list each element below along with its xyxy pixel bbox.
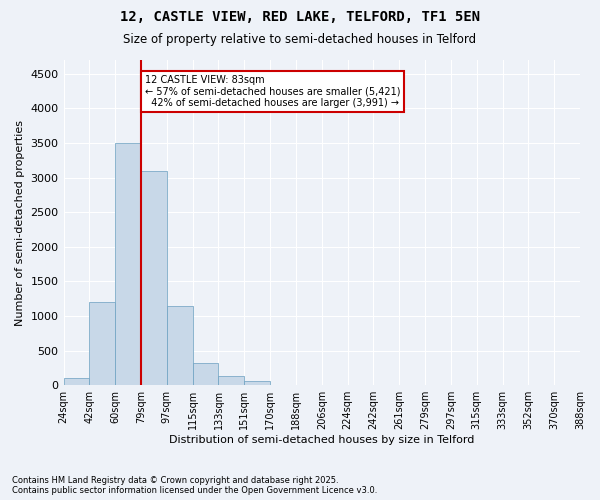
Y-axis label: Number of semi-detached properties: Number of semi-detached properties (15, 120, 25, 326)
X-axis label: Distribution of semi-detached houses by size in Telford: Distribution of semi-detached houses by … (169, 435, 475, 445)
Text: 12 CASTLE VIEW: 83sqm
← 57% of semi-detached houses are smaller (5,421)
  42% of: 12 CASTLE VIEW: 83sqm ← 57% of semi-deta… (145, 75, 400, 108)
Bar (141, 170, 167, 385)
Bar (193, 363, 218, 385)
Text: Contains public sector information licensed under the Open Government Licence v3: Contains public sector information licen… (12, 486, 377, 495)
Bar (115, 143, 141, 385)
Text: 12, CASTLE VIEW, RED LAKE, TELFORD, TF1 5EN: 12, CASTLE VIEW, RED LAKE, TELFORD, TF1 … (120, 10, 480, 24)
Text: Size of property relative to semi-detached houses in Telford: Size of property relative to semi-detach… (124, 32, 476, 46)
Bar (218, 376, 244, 385)
Bar (89, 302, 115, 385)
Bar (167, 306, 193, 385)
Bar (244, 382, 270, 385)
Text: Contains HM Land Registry data © Crown copyright and database right 2025.: Contains HM Land Registry data © Crown c… (12, 476, 338, 485)
Bar (64, 378, 89, 385)
